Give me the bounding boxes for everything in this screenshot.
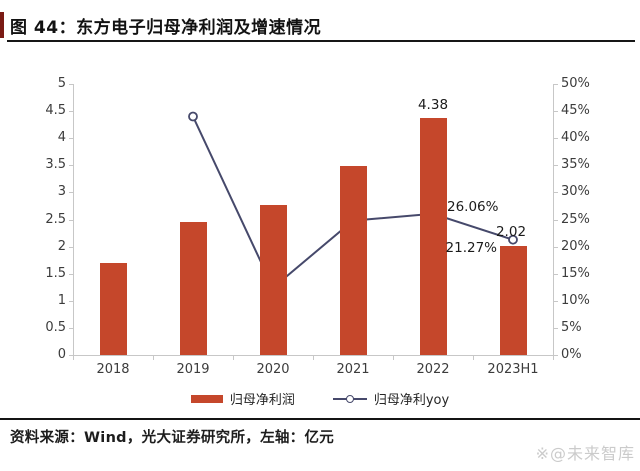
line-series-symbol-icon — [332, 394, 367, 403]
y-axis-right-tick-label: 15% — [561, 265, 590, 281]
y-axis-right-tick — [554, 273, 558, 275]
y-axis-right-tick-label: 50% — [561, 76, 590, 91]
figure-title-text: 东方电子归母净利润及增速情况 — [76, 18, 322, 38]
x-axis-line — [73, 355, 554, 356]
y-axis-left-tick — [69, 300, 73, 302]
bar-value-label: 4.38 — [417, 96, 449, 113]
y-axis-right-tick — [554, 111, 558, 113]
x-axis-tick — [393, 356, 394, 360]
profit-bar-2020 — [259, 204, 287, 355]
legend-bar-label: 归母净利润 — [229, 393, 295, 408]
x-axis-tick — [233, 356, 234, 360]
profit-bar-2022 — [419, 117, 447, 355]
y-axis-right-tick — [554, 355, 558, 356]
y-axis-right-tick-label: 35% — [561, 157, 590, 173]
y-axis-right-tick-label: 10% — [561, 292, 590, 308]
y-axis-right-tick-label: 25% — [561, 211, 590, 227]
y-axis-left-tick — [69, 273, 73, 275]
line-value-label: 21.27% — [445, 239, 497, 256]
y-axis-left-tick — [69, 165, 73, 167]
bar-series-swatch-icon — [190, 394, 223, 403]
x-axis-tick — [73, 356, 74, 360]
x-axis-tick — [473, 356, 474, 360]
x-axis-label: 2022 — [416, 362, 450, 377]
title-underline — [7, 40, 635, 42]
y-axis-right-tick — [554, 327, 558, 329]
y-axis-left-tick — [69, 327, 73, 329]
y-axis-left-tick-label: 3.5 — [45, 157, 66, 173]
figure-number-label: 图 44： — [10, 18, 77, 38]
profit-bar-2023H1 — [499, 245, 527, 355]
left-axis-line — [73, 84, 74, 355]
x-axis-tick — [313, 356, 314, 360]
legend-item-yoy: 归母净利yoy — [332, 389, 450, 408]
profit-bar-2019 — [179, 222, 207, 355]
y-axis-left-tick — [69, 84, 73, 85]
y-axis-right-tick — [554, 138, 558, 140]
y-axis-left-tick-label: 1 — [57, 292, 66, 308]
y-axis-right-tick — [554, 84, 558, 85]
right-axis-line — [553, 84, 554, 355]
y-axis-left-tick-label: 4.5 — [45, 103, 66, 119]
y-axis-left-tick — [69, 219, 73, 221]
y-axis-right-tick — [554, 246, 558, 248]
profit-bar-2021 — [339, 166, 367, 355]
y-axis-right-tick — [554, 219, 558, 221]
y-axis-right-tick-label: 40% — [561, 130, 590, 146]
source-note: 资料来源：Wind，光大证券研究所，左轴：亿元 — [10, 430, 335, 446]
x-axis-label: 2021 — [336, 362, 370, 377]
y-axis-left-tick-label: 0 — [57, 347, 66, 362]
x-axis-label: 2020 — [256, 362, 290, 377]
y-axis-left-tick — [69, 355, 73, 356]
line-value-label: 26.06% — [447, 198, 499, 215]
y-axis-left-tick — [69, 246, 73, 248]
y-axis-left-tick — [69, 111, 73, 113]
y-axis-left-tick-label: 2.5 — [45, 211, 66, 227]
y-axis-left-tick — [69, 192, 73, 194]
line-marker-icon — [345, 394, 354, 403]
y-axis-left-tick-label: 4 — [57, 130, 66, 146]
x-axis-label: 2023H1 — [487, 362, 539, 377]
legend-line-label: 归母净利yoy — [373, 393, 450, 408]
figure-title: 图 44：东方电子归母净利润及增速情况 — [10, 13, 321, 38]
y-axis-right-tick-label: 30% — [561, 184, 590, 200]
y-axis-left-tick-label: 2 — [57, 238, 66, 254]
y-axis-right-tick-label: 0% — [561, 347, 582, 362]
x-axis-label: 2018 — [96, 362, 130, 377]
y-axis-right-tick-label: 5% — [561, 319, 582, 335]
bar-value-label: 2.02 — [495, 223, 527, 240]
footer-divider — [0, 418, 640, 420]
profit-bar-2018 — [99, 262, 127, 355]
x-axis-tick — [553, 356, 554, 360]
y-axis-right-tick-label: 45% — [561, 103, 590, 119]
watermark: ※@未来智库 — [535, 444, 635, 463]
y-axis-left-tick-label: 3 — [57, 184, 66, 200]
x-axis-label: 2019 — [176, 362, 210, 377]
chart-legend: 归母净利润 归母净利yoy — [0, 389, 640, 408]
title-accent-bar — [0, 12, 4, 38]
yoy-line-marker — [188, 111, 198, 122]
x-axis-tick — [153, 356, 154, 360]
legend-item-net-profit: 归母净利润 — [190, 389, 295, 408]
y-axis-right-tick — [554, 165, 558, 167]
y-axis-left-tick-label: 1.5 — [45, 265, 66, 281]
y-axis-left-tick-label: 0.5 — [45, 319, 66, 335]
y-axis-left-tick — [69, 138, 73, 140]
y-axis-right-tick — [554, 300, 558, 302]
y-axis-right-tick-label: 20% — [561, 238, 590, 254]
y-axis-left-tick-label: 5 — [57, 76, 66, 91]
y-axis-right-tick — [554, 192, 558, 194]
